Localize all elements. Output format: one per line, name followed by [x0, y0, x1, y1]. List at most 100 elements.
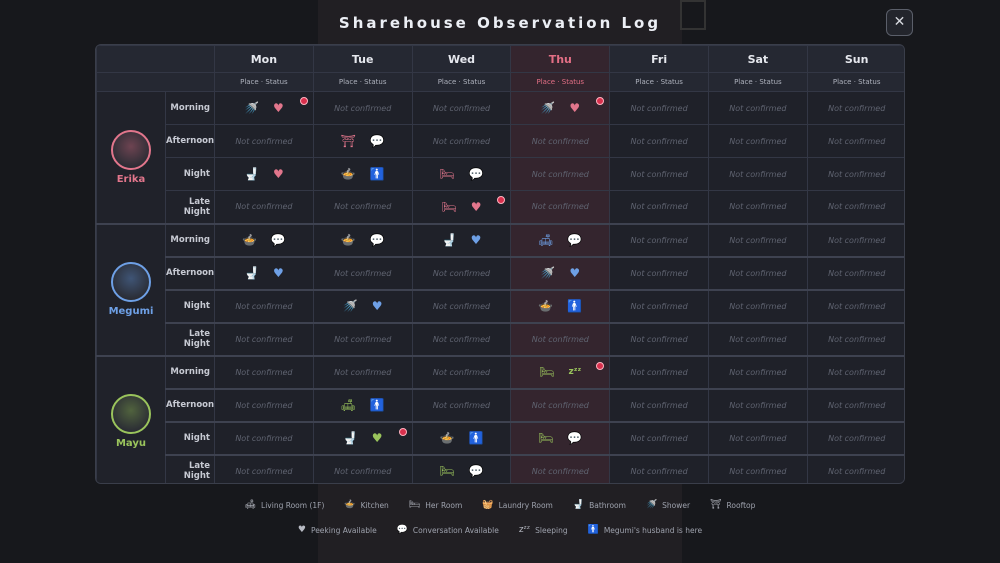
schedule-cell[interactable]: Not confirmed	[806, 420, 904, 455]
rooftop-icon[interactable]: ⛩	[340, 134, 356, 148]
schedule-cell[interactable]: 🚿 ♥	[312, 288, 413, 323]
schedule-cell[interactable]: 🚽 ♥	[214, 255, 314, 290]
schedule-cell[interactable]: Not confirmed	[609, 453, 709, 483]
schedule-cell[interactable]: Not confirmed	[806, 91, 904, 125]
schedule-cell[interactable]: Not confirmed	[806, 288, 904, 323]
schedule-cell[interactable]: Not confirmed	[510, 190, 611, 224]
schedule-cell[interactable]: Not confirmed	[609, 420, 709, 455]
schedule-cell[interactable]: Not confirmed	[510, 124, 611, 158]
schedule-cell[interactable]: Not confirmed	[411, 288, 512, 323]
schedule-cell[interactable]: Not confirmed	[214, 288, 314, 323]
schedule-cell[interactable]: Not confirmed	[214, 321, 314, 356]
heart-icon[interactable]: ♥	[470, 233, 482, 247]
schedule-cell[interactable]: Not confirmed	[609, 288, 709, 323]
schedule-cell[interactable]: Not confirmed	[806, 321, 904, 356]
schedule-cell[interactable]: Not confirmed	[411, 354, 512, 389]
schedule-cell[interactable]: Not confirmed	[806, 157, 904, 191]
her-room-icon[interactable]: 🛏	[439, 167, 455, 181]
speech-icon[interactable]: 💬	[468, 464, 484, 479]
bathroom-icon[interactable]: 🚽	[342, 431, 358, 445]
speech-icon[interactable]: 💬	[468, 167, 484, 181]
sleep-icon[interactable]: zᶻᶻ	[568, 367, 582, 377]
schedule-cell[interactable]: Not confirmed	[312, 91, 413, 125]
schedule-cell[interactable]: Not confirmed	[510, 387, 611, 422]
heart-icon[interactable]: ♥	[569, 101, 581, 115]
her-room-icon[interactable]: 🛏	[439, 464, 455, 479]
schedule-cell[interactable]: Not confirmed	[312, 453, 413, 483]
schedule-cell[interactable]: Not confirmed	[214, 387, 314, 422]
schedule-cell[interactable]: Not confirmed	[806, 387, 904, 422]
schedule-cell[interactable]: Not confirmed	[707, 288, 808, 323]
her-room-icon[interactable]: 🛏	[539, 365, 555, 379]
schedule-cell[interactable]: Not confirmed	[806, 190, 904, 224]
shower-icon[interactable]: 🚿	[244, 101, 259, 115]
schedule-cell[interactable]: Not confirmed	[214, 354, 314, 389]
schedule-cell[interactable]: 🚿 ♥	[214, 91, 314, 125]
schedule-cell[interactable]: Not confirmed	[806, 453, 904, 483]
husband-icon[interactable]: 🚹	[567, 299, 583, 313]
schedule-cell[interactable]: Not confirmed	[312, 321, 413, 356]
shower-icon[interactable]: 🚿	[540, 266, 556, 280]
her-room-icon[interactable]: 🛏	[538, 431, 554, 445]
schedule-cell[interactable]: Not confirmed	[312, 190, 413, 224]
schedule-cell[interactable]: Not confirmed	[214, 124, 314, 158]
schedule-cell[interactable]: Not confirmed	[214, 420, 314, 455]
schedule-cell[interactable]: Not confirmed	[609, 255, 709, 290]
schedule-cell[interactable]: 🍲 💬	[214, 222, 314, 257]
speech-icon[interactable]: 💬	[369, 134, 385, 148]
husband-icon[interactable]: 🚹	[369, 167, 385, 181]
schedule-cell[interactable]: Not confirmed	[214, 453, 314, 483]
schedule-cell[interactable]: Not confirmed	[707, 157, 808, 191]
schedule-cell[interactable]: Not confirmed	[411, 321, 512, 356]
speech-icon[interactable]: 💬	[567, 431, 583, 445]
living-room-icon[interactable]: 🛋	[340, 398, 356, 412]
schedule-cell[interactable]: 🚽 ♥	[312, 420, 413, 455]
husband-icon[interactable]: 🚹	[369, 398, 385, 412]
schedule-cell[interactable]: 🍲 🚹	[312, 157, 413, 191]
schedule-cell[interactable]: Not confirmed	[609, 157, 709, 191]
schedule-cell[interactable]: Not confirmed	[411, 91, 512, 125]
schedule-cell[interactable]: Not confirmed	[806, 255, 904, 290]
schedule-cell[interactable]: Not confirmed	[312, 255, 413, 290]
schedule-cell[interactable]: Not confirmed	[411, 255, 512, 290]
schedule-cell[interactable]: 🍲 💬	[312, 222, 413, 257]
schedule-cell[interactable]: 🛏 💬	[510, 420, 611, 455]
heart-icon[interactable]: ♥	[272, 167, 284, 181]
heart-icon[interactable]: ♥	[272, 266, 284, 280]
heart-icon[interactable]: ♥	[371, 299, 383, 313]
schedule-cell[interactable]: Not confirmed	[707, 91, 808, 125]
heart-icon[interactable]: ♥	[371, 431, 383, 445]
close-button[interactable]: ✕	[886, 9, 913, 36]
avatar[interactable]	[111, 394, 151, 435]
schedule-cell[interactable]: 🛏 zᶻᶻ	[510, 354, 611, 389]
schedule-cell[interactable]: Not confirmed	[806, 124, 904, 158]
schedule-cell[interactable]: Not confirmed	[510, 157, 611, 191]
kitchen-icon[interactable]: 🍲	[241, 233, 257, 247]
kitchen-icon[interactable]: 🍲	[439, 431, 455, 445]
heart-icon[interactable]: ♥	[272, 101, 284, 115]
schedule-cell[interactable]: Not confirmed	[609, 387, 709, 422]
schedule-cell[interactable]: Not confirmed	[707, 387, 808, 422]
schedule-cell[interactable]: 🛋 💬	[510, 222, 611, 257]
schedule-cell[interactable]: Not confirmed	[707, 222, 808, 257]
schedule-cell[interactable]: Not confirmed	[609, 91, 709, 125]
avatar[interactable]	[111, 262, 151, 302]
husband-icon[interactable]: 🚹	[468, 431, 484, 445]
schedule-cell[interactable]: Not confirmed	[510, 453, 611, 483]
speech-icon[interactable]: 💬	[567, 233, 583, 247]
schedule-cell[interactable]: 🍲 🚹	[510, 288, 611, 323]
kitchen-icon[interactable]: 🍲	[340, 167, 356, 181]
shower-icon[interactable]: 🚿	[342, 299, 358, 313]
heart-icon[interactable]: ♥	[470, 199, 482, 214]
speech-icon[interactable]: 💬	[270, 233, 286, 247]
speech-icon[interactable]: 💬	[369, 233, 385, 247]
kitchen-icon[interactable]: 🍲	[340, 233, 356, 247]
schedule-cell[interactable]: Not confirmed	[609, 354, 709, 389]
schedule-cell[interactable]: 🛏 💬	[411, 453, 512, 483]
bathroom-icon[interactable]: 🚽	[244, 266, 259, 280]
schedule-cell[interactable]: 🚽 ♥	[214, 157, 314, 191]
schedule-cell[interactable]: Not confirmed	[510, 321, 611, 356]
schedule-cell[interactable]: Not confirmed	[707, 420, 808, 455]
schedule-cell[interactable]: ⛩ 💬	[312, 124, 413, 158]
schedule-cell[interactable]: 🚿 ♥	[510, 91, 611, 125]
